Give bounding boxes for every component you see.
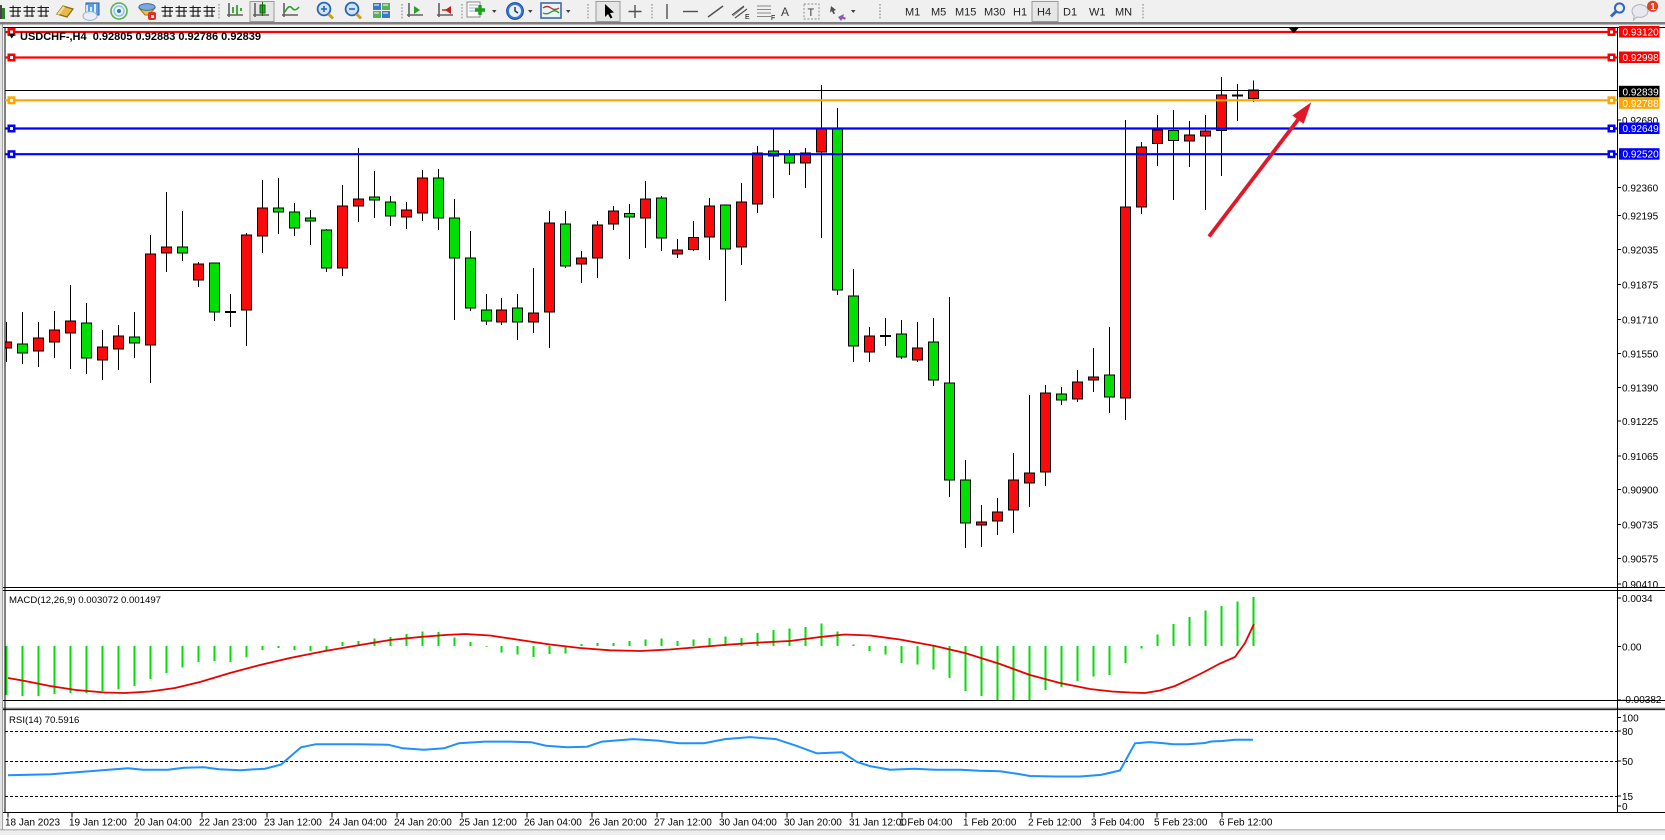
svg-text:1 Feb 20:00: 1 Feb 20:00 <box>963 818 1017 829</box>
svg-text:-0.00382: -0.00382 <box>1622 695 1662 706</box>
svg-text:0.92520: 0.92520 <box>1623 150 1660 161</box>
svg-text:RSI(14) 70.5916: RSI(14) 70.5916 <box>9 715 79 726</box>
svg-text:22 Jan 23:00: 22 Jan 23:00 <box>199 818 257 829</box>
svg-text:0.92360: 0.92360 <box>1622 183 1659 194</box>
svg-text:80: 80 <box>1622 727 1634 738</box>
svg-text:E: E <box>745 14 750 21</box>
svg-text:0.92035: 0.92035 <box>1622 245 1659 256</box>
svg-text:0.93120: 0.93120 <box>1623 28 1660 39</box>
svg-text:M1: M1 <box>905 7 920 19</box>
svg-text:31 Jan 12:00: 31 Jan 12:00 <box>849 818 907 829</box>
svg-text:0.91550: 0.91550 <box>1622 349 1659 360</box>
svg-text:18 Jan 2023: 18 Jan 2023 <box>5 818 60 829</box>
svg-text:W1: W1 <box>1089 7 1106 19</box>
svg-text:H4: H4 <box>1037 7 1051 19</box>
svg-text:0.91875: 0.91875 <box>1622 280 1659 291</box>
svg-text:0.90575: 0.90575 <box>1622 554 1659 565</box>
svg-text:0.91710: 0.91710 <box>1622 315 1659 326</box>
svg-text:30 Jan 04:00: 30 Jan 04:00 <box>719 818 777 829</box>
svg-text:0.90900: 0.90900 <box>1622 485 1659 496</box>
svg-text:D1: D1 <box>1063 7 1077 19</box>
svg-text:50: 50 <box>1622 757 1634 768</box>
svg-text:0.92649: 0.92649 <box>1623 124 1660 135</box>
svg-text:5 Feb 23:00: 5 Feb 23:00 <box>1154 818 1208 829</box>
svg-text:USDCHF-,H4 0.92805 0.92883 0.: USDCHF-,H4 0.92805 0.92883 0.92786 0.928… <box>20 31 261 43</box>
svg-text:0.0034: 0.0034 <box>1622 594 1653 605</box>
svg-text:MN: MN <box>1115 7 1132 19</box>
svg-text:H1: H1 <box>1013 7 1027 19</box>
svg-text:24 Jan 20:00: 24 Jan 20:00 <box>394 818 452 829</box>
svg-text:T: T <box>808 7 815 19</box>
svg-text:0.92195: 0.92195 <box>1622 211 1659 222</box>
svg-text:2 Feb 12:00: 2 Feb 12:00 <box>1028 818 1082 829</box>
svg-text:0.00: 0.00 <box>1622 642 1642 653</box>
svg-text:0.92998: 0.92998 <box>1623 53 1660 64</box>
svg-text:30 Jan 20:00: 30 Jan 20:00 <box>784 818 842 829</box>
svg-text:M30: M30 <box>984 7 1005 19</box>
svg-text:25 Jan 12:00: 25 Jan 12:00 <box>459 818 517 829</box>
svg-text:26 Jan 20:00: 26 Jan 20:00 <box>589 818 647 829</box>
svg-text:6 Feb 12:00: 6 Feb 12:00 <box>1219 818 1273 829</box>
svg-text:0.91390: 0.91390 <box>1622 383 1659 394</box>
svg-text:0.92788: 0.92788 <box>1623 99 1660 110</box>
svg-text:24 Jan 04:00: 24 Jan 04:00 <box>329 818 387 829</box>
svg-text:3 Feb 04:00: 3 Feb 04:00 <box>1091 818 1145 829</box>
svg-text:0: 0 <box>1622 802 1628 813</box>
svg-text:15: 15 <box>1622 792 1634 803</box>
svg-text:20 Jan 04:00: 20 Jan 04:00 <box>134 818 192 829</box>
svg-text:0.91065: 0.91065 <box>1622 452 1659 463</box>
svg-text:0.90735: 0.90735 <box>1622 520 1659 531</box>
svg-text:23 Jan 12:00: 23 Jan 12:00 <box>264 818 322 829</box>
svg-text:0.90410: 0.90410 <box>1622 580 1659 591</box>
svg-text:0.91225: 0.91225 <box>1622 417 1659 428</box>
svg-text:1 Feb 04:00: 1 Feb 04:00 <box>899 818 953 829</box>
svg-text:M15: M15 <box>955 7 976 19</box>
svg-text:F: F <box>771 15 775 22</box>
svg-text:1: 1 <box>1650 2 1656 13</box>
svg-text:26 Jan 04:00: 26 Jan 04:00 <box>524 818 582 829</box>
svg-text:0.92680: 0.92680 <box>1622 116 1659 127</box>
svg-text:A: A <box>781 5 789 19</box>
svg-text:19 Jan 12:00: 19 Jan 12:00 <box>69 818 127 829</box>
svg-text:M5: M5 <box>931 7 946 19</box>
svg-text:100: 100 <box>1622 713 1639 724</box>
svg-text:MACD(12,26,9) 0.003072 0.00149: MACD(12,26,9) 0.003072 0.001497 <box>9 595 161 606</box>
svg-text:0.92839: 0.92839 <box>1623 87 1660 98</box>
svg-text:27 Jan 12:00: 27 Jan 12:00 <box>654 818 712 829</box>
